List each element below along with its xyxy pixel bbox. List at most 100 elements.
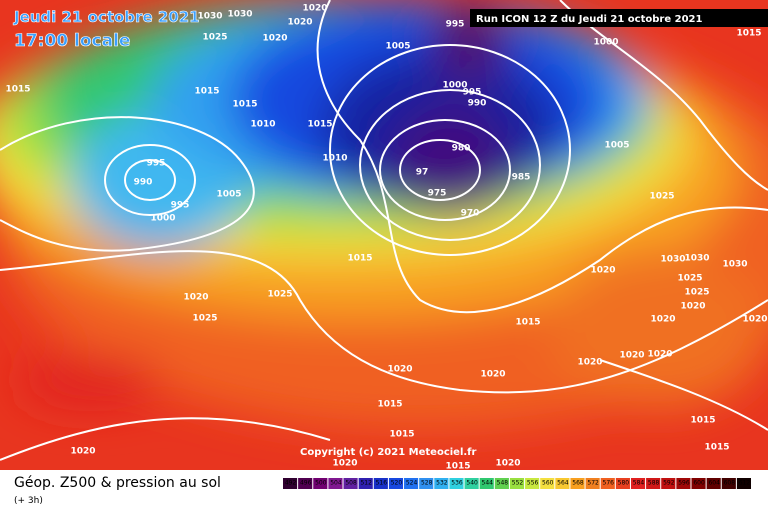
scale-swatch [388,478,404,489]
isobar-label: 1025 [267,290,292,300]
run-label: Run ICON 12 Z du Jeudi 21 octobre 2021 [476,14,702,25]
scale-swatch [646,478,661,489]
isobar-label: 1010 [250,120,275,130]
scale-label: 556 [527,480,539,487]
isobar-label: 1030 [684,254,709,264]
isobar-label: 1020 [70,447,95,457]
scale-label: 520 [391,480,403,487]
isobar-label: 1025 [192,314,217,324]
scale-swatch [343,478,358,489]
isobar-label: 1030 [227,10,252,20]
scale-swatch [555,478,570,489]
scale-label: 600 [693,480,705,487]
scale-swatch [434,478,449,489]
scale-label: 596 [678,480,690,487]
isobar-label: 1020 [650,315,675,325]
isobar-label: 1000 [442,81,467,91]
scale-swatch [600,478,615,489]
isobar-label: 1010 [322,154,347,164]
scale-swatch [540,478,555,489]
isobar-label: 1005 [604,141,629,151]
isobar-label: 1020 [332,459,357,469]
footer-caption: Géop. Z500 & pression au sol [14,475,221,491]
scale-label: 612 [739,480,751,487]
isobar-label: 1020 [742,315,767,325]
scale-label: 516 [376,480,388,487]
scale-swatch [313,478,328,489]
scale-swatch [449,478,464,489]
scale-swatch [585,478,600,489]
scale-label: 568 [572,480,584,487]
scale-swatch [570,478,585,489]
footer-step: (+ 3h) [14,496,43,506]
scale-swatch [509,478,525,489]
isobar-label: 1015 [389,430,414,440]
scale-label: 544 [482,480,494,487]
scale-swatch [615,478,630,489]
isobar-label: 980 [452,144,471,154]
isobar-label: 1020 [480,370,505,380]
isobar-label: 990 [468,99,487,109]
isobar-label: 1020 [495,459,520,469]
isobar-label: 975 [428,189,447,199]
isobar-label: 1020 [183,293,208,303]
time-label: 17:00 locale [14,31,130,51]
isobar-label: 1015 [377,400,402,410]
isobar-label: 1025 [202,33,227,43]
isobar-label: 1020 [262,34,287,44]
scale-swatch [736,478,751,489]
isobar-label: 995 [147,159,166,169]
isobar-label: 1000 [150,214,175,224]
scale-swatch [358,478,373,489]
isobar-label: 1025 [677,274,702,284]
scale-label: 584 [633,480,645,487]
scale-swatch [479,478,494,489]
isobar-label: 1015 [690,416,715,426]
scale-label: 588 [648,480,660,487]
isobar-label: 995 [446,20,465,30]
isobar-lines [0,0,768,461]
isobar-label: 1015 [347,254,372,264]
scale-label: 536 [451,480,463,487]
isobar-label: 1020 [680,302,705,312]
isobar-label: 1005 [385,42,410,52]
scale-label: 576 [603,480,615,487]
isobar-label: 1030 [722,260,747,270]
isobar-label: 97 [416,168,429,178]
isobar-label: 1015 [736,29,761,39]
run-box [470,9,768,27]
scale-swatch [373,478,388,489]
scale-label: 608 [724,480,736,487]
scale-label: 552 [512,480,524,487]
isobar-label: 1005 [216,190,241,200]
height-field [0,0,768,430]
isobar-label: 1015 [704,443,729,453]
scale-swatch [721,478,736,489]
isobar-label: 1015 [445,462,470,472]
scale-swatch [661,478,676,489]
scale-label: 512 [360,480,372,487]
scale-swatch [464,478,479,489]
scale-label: 504 [330,480,342,487]
scale-swatch [419,478,434,489]
isobar-label: 1020 [387,365,412,375]
scale-swatch [494,478,509,489]
isobar-label: 1020 [577,358,602,368]
isobar-label: 1015 [194,87,219,97]
isobar-label: 1030 [660,255,685,265]
isobar-label: 990 [134,178,153,188]
isobar-label: 1020 [287,18,312,28]
isobar-label: 1025 [684,288,709,298]
scale-label: 572 [587,480,599,487]
isobar-label: 1020 [647,350,672,360]
isobar-label: 1020 [619,351,644,361]
scale-swatch [630,478,646,489]
scale-swatch [328,478,343,489]
isobar-label: 1015 [307,120,332,130]
isobar-label: 1015 [232,100,257,110]
isobar-label: 995 [463,88,482,98]
isobar-label: 1030 [197,12,222,22]
